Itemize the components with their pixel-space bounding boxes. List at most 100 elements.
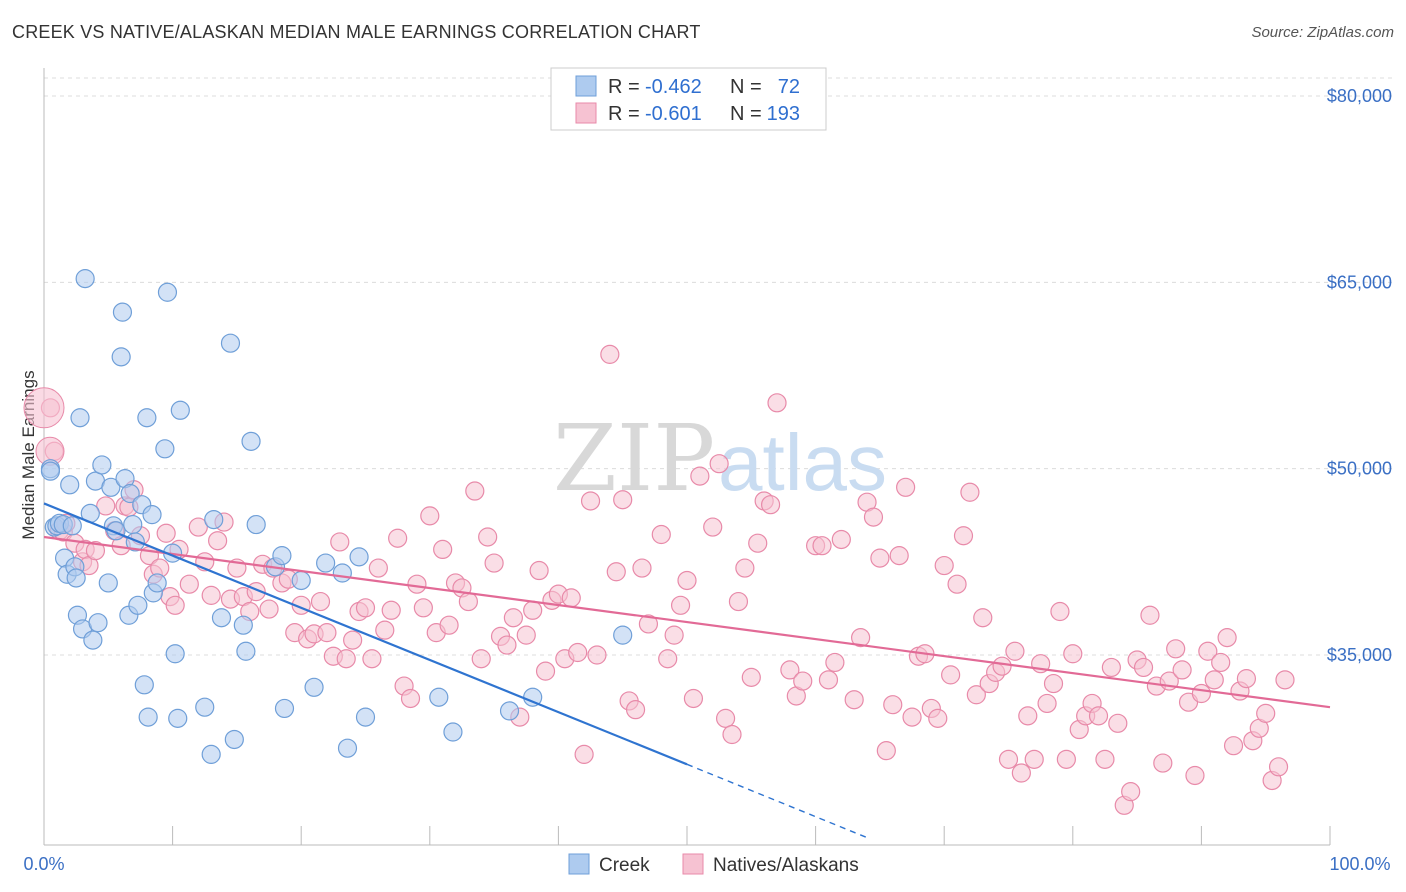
series-swatch-creek bbox=[568, 853, 590, 875]
natives-point-162 bbox=[1108, 713, 1128, 733]
y-tick-label-65000: $65,000 bbox=[1327, 272, 1392, 292]
natives-point-54 bbox=[375, 620, 395, 640]
natives-point-146 bbox=[1005, 641, 1025, 661]
natives-point-159 bbox=[1088, 706, 1109, 726]
natives-point-178 bbox=[1211, 652, 1231, 673]
creek-point-62 bbox=[332, 563, 352, 583]
natives-point-128 bbox=[889, 546, 909, 566]
natives-point-161 bbox=[1101, 657, 1121, 678]
creek-point-17 bbox=[83, 630, 103, 650]
natives-point-138 bbox=[953, 526, 974, 546]
natives-point-99 bbox=[677, 570, 697, 591]
creek-point-34 bbox=[134, 675, 154, 695]
legend-n-label-natives: N = bbox=[730, 103, 762, 125]
creek-point-43 bbox=[165, 644, 185, 664]
creek-point-40 bbox=[155, 439, 175, 459]
natives-point-167 bbox=[1140, 605, 1160, 625]
natives-point-117 bbox=[812, 536, 832, 556]
natives-point-120 bbox=[831, 529, 851, 550]
natives-point-51 bbox=[355, 598, 376, 618]
creek-point-57 bbox=[272, 546, 292, 566]
correlation-legend: R = -0.462 N = 72 R = -0.601 N = 193 bbox=[550, 67, 827, 131]
natives-point-53 bbox=[368, 558, 388, 578]
natives-point-88 bbox=[600, 344, 620, 364]
chart-title: CREEK VS NATIVE/ALASKAN MEDIAN MALE EARN… bbox=[12, 22, 701, 42]
creek-point-21 bbox=[98, 573, 118, 593]
legend-swatch-creek bbox=[575, 75, 597, 97]
creek-point-50 bbox=[220, 333, 241, 353]
creek-point-9 bbox=[62, 516, 82, 536]
natives-point-171 bbox=[1166, 639, 1186, 659]
natives-point-84 bbox=[568, 642, 588, 663]
creek-trend-line bbox=[43, 502, 688, 766]
natives-point-90 bbox=[613, 490, 633, 510]
natives-point-135 bbox=[934, 555, 954, 576]
natives-point-113 bbox=[780, 660, 800, 680]
source-credit: Source: ZipAtlas.com bbox=[1251, 24, 1394, 41]
natives-point-144 bbox=[992, 656, 1012, 676]
natives-point-145 bbox=[998, 749, 1019, 769]
creek-point-66 bbox=[429, 687, 449, 707]
watermark: ZIP atlas bbox=[553, 405, 887, 512]
creek-point-51 bbox=[224, 729, 244, 750]
natives-point-93 bbox=[632, 558, 652, 578]
natives-point-122 bbox=[851, 628, 871, 648]
creek-point-47 bbox=[201, 744, 221, 764]
creek-point-19 bbox=[88, 613, 108, 633]
natives-point-71 bbox=[484, 553, 504, 573]
natives-point-112 bbox=[767, 393, 787, 413]
natives-points bbox=[23, 344, 1295, 815]
watermark-zip: ZIP bbox=[553, 405, 715, 512]
creek-point-26 bbox=[112, 302, 133, 322]
natives-point-154 bbox=[1056, 749, 1076, 769]
creek-point-37 bbox=[142, 505, 162, 525]
natives-point-140 bbox=[966, 685, 986, 705]
legend-n-value-natives: 193 bbox=[767, 103, 800, 125]
natives-point-70 bbox=[478, 527, 498, 547]
creek-point-45 bbox=[170, 400, 190, 420]
natives-point-147 bbox=[1011, 763, 1031, 783]
natives-point-101 bbox=[690, 466, 710, 486]
natives-point-155 bbox=[1063, 644, 1083, 664]
creek-points bbox=[40, 269, 633, 764]
y-tick-label-35000: $35,000 bbox=[1327, 645, 1392, 665]
natives-point-104 bbox=[715, 708, 736, 728]
natives-point-102 bbox=[703, 517, 723, 537]
creek-point-58 bbox=[274, 698, 295, 719]
natives-point-63 bbox=[433, 539, 453, 560]
natives-point-103 bbox=[709, 454, 729, 474]
natives-point-108 bbox=[741, 667, 761, 687]
natives-point-10 bbox=[96, 496, 116, 516]
natives-point-59 bbox=[407, 574, 427, 594]
natives-point-97 bbox=[664, 625, 684, 645]
creek-point-44 bbox=[168, 708, 188, 728]
natives-point-149 bbox=[1024, 749, 1044, 769]
natives-point-153 bbox=[1050, 601, 1070, 622]
natives-point-56 bbox=[388, 528, 408, 548]
natives-point-121 bbox=[844, 690, 864, 710]
creek-point-52 bbox=[233, 615, 253, 635]
series-legend: Creek Natives/Alaskans bbox=[568, 853, 859, 876]
legend-r-label-natives: R = bbox=[608, 103, 640, 125]
legend-n-label-creek: N = bbox=[730, 76, 762, 98]
creek-point-13 bbox=[70, 408, 90, 428]
natives-point-87 bbox=[587, 645, 607, 665]
natives-point-60 bbox=[413, 598, 433, 618]
natives-point-25 bbox=[188, 517, 208, 537]
natives-point-130 bbox=[902, 707, 922, 727]
creek-point-53 bbox=[236, 641, 256, 661]
creek-point-54 bbox=[241, 431, 261, 451]
creek-point-68 bbox=[499, 701, 520, 721]
natives-point-27 bbox=[201, 585, 221, 605]
creek-point-60 bbox=[304, 677, 324, 697]
natives-point-172 bbox=[1172, 660, 1192, 680]
natives-point-86 bbox=[580, 491, 601, 511]
natives-point-175 bbox=[1191, 683, 1212, 704]
natives-point-176 bbox=[1198, 641, 1218, 661]
natives-trend-line bbox=[43, 535, 1331, 709]
natives-point-107 bbox=[735, 558, 755, 578]
creek-point-65 bbox=[355, 707, 376, 727]
creek-point-22 bbox=[101, 477, 121, 497]
natives-point-169 bbox=[1153, 753, 1173, 773]
